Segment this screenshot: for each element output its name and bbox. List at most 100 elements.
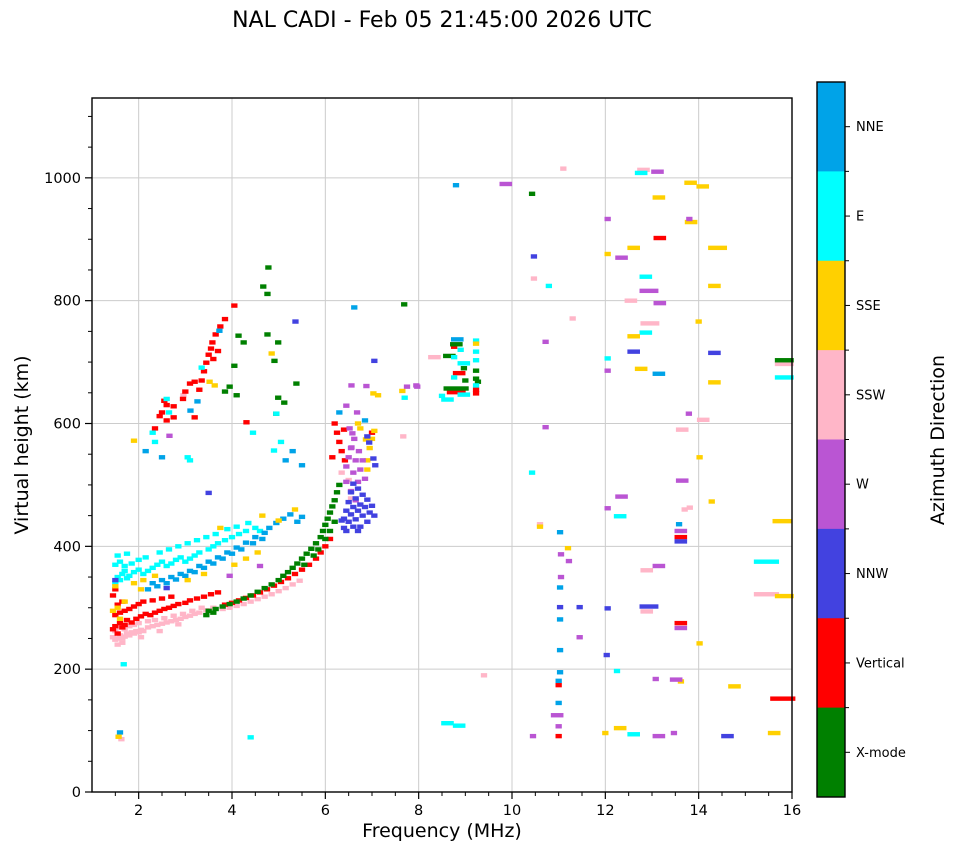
colorbar-category-label: W bbox=[856, 478, 869, 493]
echo-point bbox=[177, 616, 184, 622]
echo-point bbox=[196, 550, 203, 555]
echo-point bbox=[462, 378, 469, 383]
echo-point bbox=[347, 496, 355, 501]
echo-point bbox=[121, 622, 128, 628]
echo-point bbox=[331, 421, 338, 426]
echo-point bbox=[168, 574, 175, 580]
echo-point bbox=[669, 677, 683, 682]
echo-point bbox=[438, 393, 446, 399]
echo-point bbox=[121, 634, 128, 639]
echo-point bbox=[170, 613, 177, 618]
echo-point bbox=[627, 349, 640, 354]
echo-point bbox=[684, 180, 697, 185]
echo-point bbox=[770, 696, 796, 701]
echo-point bbox=[652, 733, 666, 739]
echo-point bbox=[652, 563, 666, 569]
echo-point bbox=[338, 470, 345, 475]
echo-point bbox=[282, 585, 289, 591]
echo-point bbox=[156, 413, 163, 419]
echo-point bbox=[443, 386, 469, 391]
echo-point bbox=[457, 347, 464, 353]
echo-point bbox=[615, 255, 628, 260]
echo-point bbox=[536, 524, 544, 529]
echo-point bbox=[291, 507, 299, 512]
echo-point bbox=[147, 612, 154, 618]
echo-point bbox=[121, 599, 128, 604]
echo-point bbox=[114, 605, 121, 610]
echo-point bbox=[450, 344, 458, 349]
echo-point bbox=[175, 601, 182, 607]
echo-point bbox=[168, 561, 175, 566]
echo-point bbox=[163, 563, 170, 569]
echo-point bbox=[350, 470, 357, 475]
echo-point bbox=[634, 366, 648, 372]
echo-point bbox=[530, 276, 538, 281]
echo-point bbox=[472, 387, 480, 392]
echo-point bbox=[261, 594, 268, 599]
echo-point bbox=[189, 608, 196, 614]
echo-point bbox=[214, 555, 222, 560]
echo-point bbox=[728, 684, 741, 689]
echo-point bbox=[675, 427, 689, 432]
echo-point bbox=[556, 670, 564, 675]
echo-point bbox=[177, 555, 184, 560]
echo-point bbox=[414, 384, 421, 389]
echo-point bbox=[144, 587, 152, 592]
echo-point bbox=[545, 283, 553, 289]
echo-point bbox=[343, 464, 350, 469]
echo-point bbox=[653, 235, 667, 241]
echo-point bbox=[172, 577, 180, 582]
echo-point bbox=[640, 609, 654, 614]
echo-point bbox=[112, 587, 119, 592]
echo-point bbox=[639, 604, 659, 609]
echo-point bbox=[289, 565, 296, 571]
echo-point bbox=[112, 623, 119, 629]
echo-point bbox=[363, 383, 370, 389]
echo-point bbox=[652, 371, 666, 376]
echo-point bbox=[569, 316, 576, 321]
echo-point bbox=[296, 578, 303, 583]
echo-point bbox=[109, 593, 117, 598]
echo-point bbox=[361, 504, 369, 510]
echo-point bbox=[182, 614, 189, 620]
x-tick-label: 14 bbox=[689, 803, 707, 819]
echo-point bbox=[564, 545, 572, 551]
echo-point bbox=[165, 547, 173, 552]
x-tick-label: 12 bbox=[596, 803, 614, 819]
echo-point bbox=[196, 387, 203, 392]
echo-point bbox=[158, 559, 166, 564]
echo-point bbox=[121, 568, 128, 574]
echo-point bbox=[151, 573, 159, 579]
echo-point bbox=[284, 569, 292, 575]
echo-point bbox=[186, 613, 194, 618]
echo-point bbox=[191, 415, 198, 420]
echo-point bbox=[604, 606, 611, 611]
echo-point bbox=[345, 499, 352, 505]
echo-point bbox=[123, 551, 131, 556]
echo-point bbox=[364, 519, 371, 524]
echo-point bbox=[674, 539, 688, 544]
x-tick-label: 16 bbox=[783, 803, 801, 819]
echo-point bbox=[219, 556, 226, 561]
echo-point bbox=[242, 528, 250, 534]
echo-point bbox=[212, 606, 219, 612]
echo-point bbox=[450, 375, 458, 380]
echo-point bbox=[179, 611, 187, 617]
echo-point bbox=[370, 456, 377, 461]
echo-point bbox=[556, 585, 564, 590]
echo-point bbox=[149, 623, 156, 629]
echo-point bbox=[226, 605, 233, 610]
echo-point bbox=[126, 573, 133, 579]
echo-point bbox=[193, 537, 201, 543]
echo-point bbox=[317, 550, 324, 555]
echo-point bbox=[371, 358, 378, 364]
echo-point bbox=[114, 631, 121, 636]
echo-point bbox=[233, 545, 240, 550]
echo-point bbox=[249, 430, 257, 435]
y-tick-label: 400 bbox=[53, 539, 81, 555]
echo-point bbox=[130, 631, 138, 636]
echo-point bbox=[200, 565, 208, 571]
colorbar-category-label: NNE bbox=[856, 120, 884, 135]
echo-point bbox=[774, 593, 794, 599]
echo-point bbox=[166, 433, 173, 438]
